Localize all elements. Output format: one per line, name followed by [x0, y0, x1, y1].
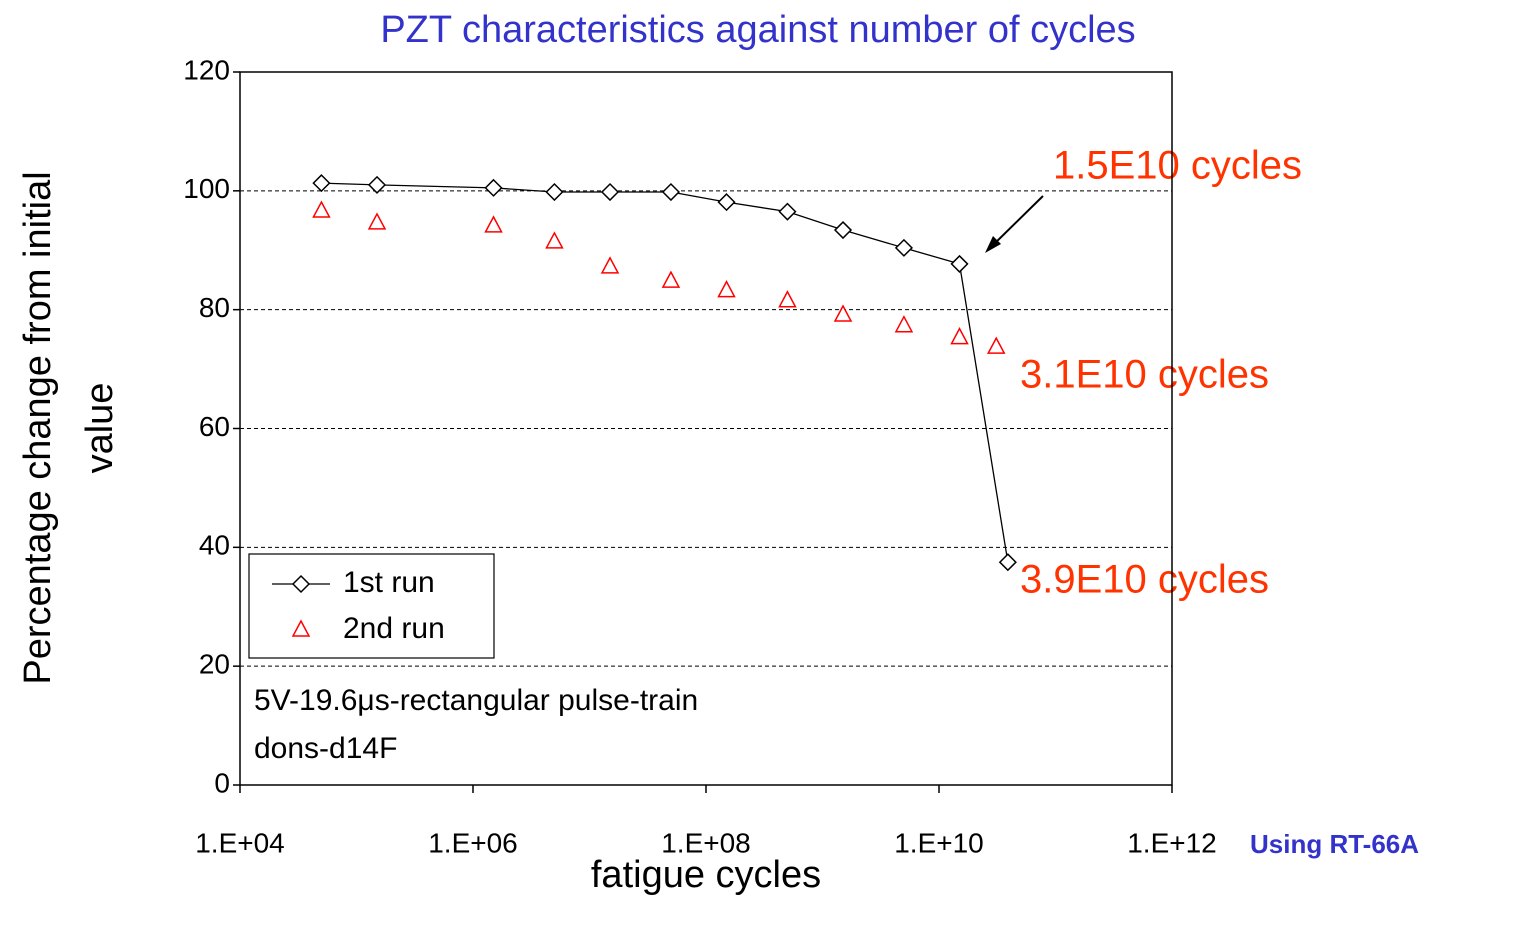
y-tick-label: 100	[183, 173, 230, 204]
diamond-marker	[484, 178, 503, 197]
triangle-marker	[717, 280, 736, 298]
diamond-marker	[545, 182, 564, 202]
diamond-marker	[998, 553, 1017, 572]
diamond-marker	[717, 193, 736, 212]
y-tick-label: 60	[199, 411, 230, 442]
diamond-marker	[291, 574, 311, 594]
diamond-marker	[833, 220, 853, 240]
diamond-marker	[778, 202, 797, 221]
triangle-marker	[545, 231, 564, 249]
diamond-marker	[950, 254, 969, 273]
triangle-marker	[312, 200, 331, 218]
x-tick-label: 1.E+04	[195, 827, 285, 858]
triangle-marker	[950, 326, 969, 345]
arrow	[989, 195, 1044, 249]
x-tick-label: 1.E+08	[661, 827, 751, 858]
x-tick-label: 1.E+10	[894, 827, 984, 858]
triangle-marker	[600, 256, 620, 274]
triangle-marker	[986, 336, 1006, 354]
y-axis-label-line: Percentage change from initial	[17, 171, 59, 684]
annotation: 3.1E10 cycles	[1020, 353, 1269, 397]
plot-frame	[239, 71, 1173, 786]
annotation: 1.5E10 cycles	[1053, 144, 1302, 188]
y-axis-label-line: value	[79, 383, 121, 474]
diamond-marker	[661, 182, 680, 202]
footer: Using RT-66A	[1250, 829, 1419, 859]
y-tick-label: 120	[183, 54, 230, 85]
x-axis-label: fatigue cycles	[591, 854, 821, 896]
series-line	[321, 182, 1009, 563]
legend-label: 1st run	[343, 566, 435, 599]
triangle-marker	[833, 304, 853, 322]
legend-label: 2nd run	[343, 612, 445, 645]
annotation: 3.9E10 cycles	[1020, 558, 1269, 602]
triangle-marker	[778, 290, 797, 308]
y-tick-label: 80	[199, 292, 230, 323]
triangle-marker	[367, 212, 387, 230]
triangle-marker	[894, 315, 914, 333]
legend-box	[248, 553, 495, 659]
y-tick-label: 0	[214, 767, 230, 798]
diamond-marker	[367, 175, 387, 194]
legend: 1st run 2nd run	[248, 553, 495, 659]
y-axis-label: Percentage change from initial value	[17, 171, 121, 684]
note: 5V-19.6μs-rectangular pulse-train	[254, 684, 698, 717]
triangle-marker	[291, 619, 311, 637]
x-tick-label: 1.E+12	[1127, 827, 1217, 858]
diamond-marker	[600, 182, 620, 202]
arrow-head	[985, 236, 1001, 253]
x-tick-label: 1.E+06	[428, 827, 518, 858]
diamond-marker	[312, 174, 331, 193]
triangle-marker	[661, 270, 681, 288]
note: dons-d14F	[254, 732, 397, 765]
y-tick-label: 40	[199, 530, 230, 561]
y-tick-label: 20	[199, 649, 230, 680]
diamond-marker	[894, 238, 913, 257]
chart-title: PZT characteristics against number of cy…	[380, 9, 1135, 51]
triangle-marker	[484, 215, 503, 233]
